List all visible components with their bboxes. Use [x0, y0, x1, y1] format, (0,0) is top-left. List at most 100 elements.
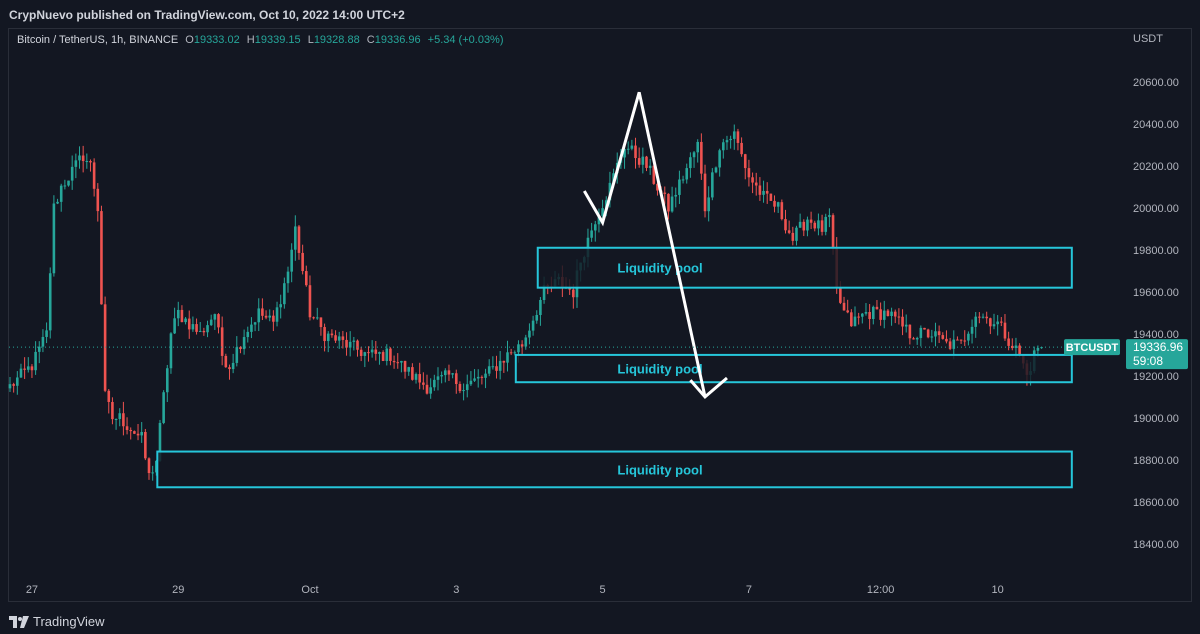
candle-body	[444, 370, 447, 376]
candle-body	[272, 315, 275, 322]
candle-body	[674, 194, 678, 197]
candle-body	[363, 352, 367, 356]
candle-body	[315, 317, 319, 319]
candle-body	[736, 131, 740, 143]
candle-body	[290, 249, 293, 272]
candle-body	[831, 215, 835, 248]
candle-body	[923, 327, 926, 330]
candle-body	[337, 336, 341, 341]
candle-body	[165, 368, 169, 393]
candle-body	[850, 312, 853, 327]
candle-body	[740, 142, 743, 155]
candle-body	[30, 366, 34, 371]
candle-body	[176, 309, 180, 319]
candle-body	[8, 384, 12, 389]
candle-body	[173, 318, 176, 334]
candle-body	[1014, 345, 1018, 349]
candle-body	[319, 317, 323, 328]
candle-body	[842, 302, 846, 311]
candle-body	[195, 324, 198, 332]
candle-body	[670, 196, 674, 212]
y-axis-tick-label: 18800.00	[1133, 455, 1179, 467]
candle-body	[572, 289, 575, 298]
liquidity-pool-zone[interactable]	[514, 353, 1073, 384]
candle-body	[125, 426, 129, 430]
candle-body	[758, 185, 762, 195]
tradingview-logo[interactable]: TradingView	[9, 614, 105, 629]
liquidity-pool-zone[interactable]	[156, 450, 1073, 489]
candle-body	[118, 413, 122, 419]
candle-body	[524, 337, 528, 347]
candle-body	[180, 309, 184, 323]
candle-body	[985, 316, 988, 319]
candle-body	[465, 384, 469, 391]
candle-body	[257, 308, 261, 323]
candle-body	[828, 215, 831, 217]
candle-body	[601, 208, 604, 216]
candle-body	[762, 190, 765, 195]
candle-body	[1007, 338, 1010, 346]
projection-path[interactable]	[583, 91, 707, 398]
candle-body	[531, 320, 535, 331]
candle-body	[341, 336, 345, 340]
candle-body	[19, 368, 23, 378]
candle-body	[590, 230, 593, 238]
y-axis-tick-label: 20200.00	[1133, 161, 1179, 173]
candle-body	[648, 165, 652, 168]
candle-body	[433, 379, 436, 388]
candle-body	[769, 193, 773, 201]
candle-body	[630, 145, 634, 149]
open-value: 19333.02	[193, 34, 240, 46]
candle-body	[403, 360, 407, 372]
candle-body	[864, 312, 868, 314]
y-axis-tick-label: 19800.00	[1133, 245, 1179, 257]
candle-body	[308, 285, 312, 318]
candle-body	[352, 340, 356, 342]
candle-body	[754, 182, 758, 186]
candle-body	[791, 232, 795, 241]
candle-body	[261, 308, 264, 316]
x-axis-tick-label: 27	[26, 584, 38, 596]
candle-body	[663, 192, 667, 194]
candle-body	[85, 161, 89, 163]
y-axis-tick-label: 19000.00	[1133, 413, 1179, 425]
candle-body	[458, 384, 462, 392]
candle-body	[934, 331, 937, 337]
candle-body	[487, 366, 491, 374]
candle-body	[224, 355, 228, 368]
candle-body	[422, 382, 425, 385]
candle-body	[45, 330, 48, 337]
candle-body	[312, 317, 315, 319]
liquidity-pool-zone[interactable]	[536, 246, 1073, 289]
candle-body	[937, 331, 941, 336]
candle-body	[96, 188, 100, 212]
candle-body	[795, 227, 798, 241]
candle-body	[542, 284, 546, 300]
candle-body	[813, 222, 817, 229]
candle-body	[692, 152, 696, 158]
symbol-legend: Bitcoin / TetherUS, 1h, BINANCE O19333.0…	[17, 34, 504, 46]
candle-body	[725, 140, 729, 143]
candle-body	[279, 304, 282, 308]
chart-frame[interactable]	[8, 28, 1192, 602]
x-axis-tick-label: 12:00	[867, 584, 895, 596]
y-axis-tick-label: 18600.00	[1133, 497, 1179, 509]
candle-body	[304, 271, 308, 286]
candle-body	[283, 283, 286, 305]
candle-body	[981, 316, 985, 318]
candle-body	[78, 155, 81, 161]
candle-body	[970, 326, 974, 334]
candle-body	[656, 183, 659, 191]
y-axis-tick-label: 19400.00	[1133, 329, 1179, 341]
candle-body	[963, 340, 967, 342]
x-axis-tick-label: 7	[746, 584, 752, 596]
candle-body	[370, 349, 374, 353]
candle-body	[868, 312, 871, 319]
candle-body	[952, 339, 956, 349]
candle-body	[202, 330, 206, 333]
symbol-title[interactable]: Bitcoin / TetherUS, 1h, BINANCE	[17, 34, 179, 46]
candle-body	[198, 330, 202, 332]
candle-body	[853, 316, 857, 327]
candle-body	[732, 131, 736, 139]
